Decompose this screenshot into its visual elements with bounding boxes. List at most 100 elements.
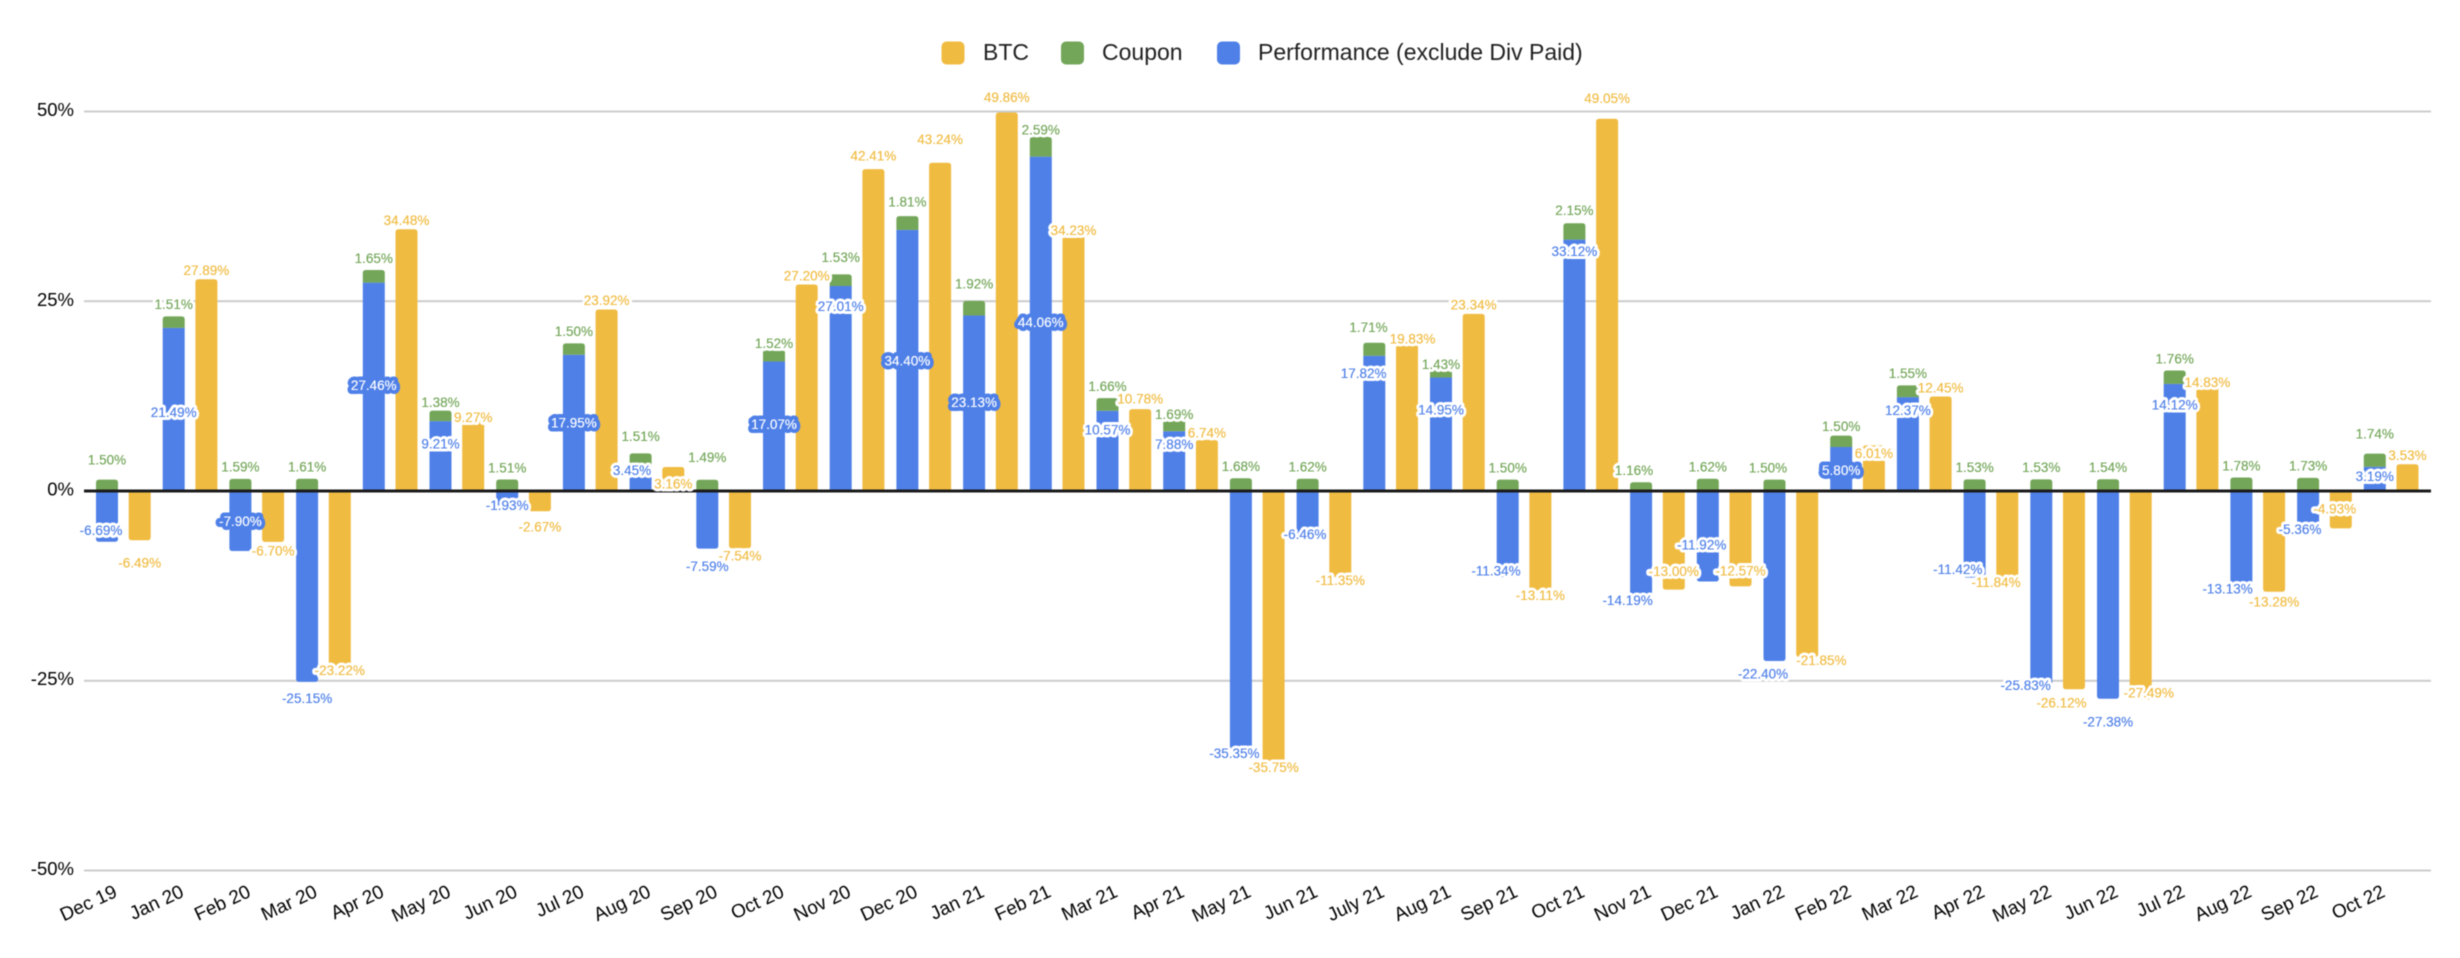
svg-text:43.24%: 43.24% [917,132,963,147]
svg-text:1.50%: 1.50% [555,324,593,339]
svg-text:Coupon: Coupon [1102,39,1183,65]
svg-text:1.71%: 1.71% [1349,320,1387,335]
svg-text:17.95%: 17.95% [551,416,597,431]
svg-text:BTC: BTC [983,39,1029,65]
svg-text:1.38%: 1.38% [421,395,459,410]
svg-text:1.62%: 1.62% [1288,460,1326,475]
svg-text:1.50%: 1.50% [555,324,593,339]
svg-text:1.76%: 1.76% [2156,351,2194,366]
svg-text:3.19%: 3.19% [2356,469,2394,484]
svg-text:27.89%: 27.89% [184,263,230,278]
svg-text:-7.54%: -7.54% [719,548,762,563]
svg-text:1.81%: 1.81% [888,194,926,209]
svg-text:1.53%: 1.53% [2022,460,2060,475]
svg-text:21.49%: 21.49% [151,405,197,420]
svg-text:6.01%: 6.01% [1855,446,1893,461]
svg-text:1.43%: 1.43% [1422,357,1460,372]
svg-text:-25.83%: -25.83% [2000,678,2050,693]
svg-text:1.69%: 1.69% [1155,407,1193,422]
svg-text:1.62%: 1.62% [1288,460,1326,475]
svg-text:23.13%: 23.13% [951,395,997,410]
svg-text:-26.12%: -26.12% [2036,696,2086,711]
svg-text:1.76%: 1.76% [2156,351,2194,366]
svg-text:-25.15%: -25.15% [282,691,332,706]
svg-text:49.05%: 49.05% [1584,91,1630,106]
svg-text:1.61%: 1.61% [288,460,326,475]
svg-text:-6.46%: -6.46% [1284,527,1327,542]
svg-text:1.50%: 1.50% [88,452,126,467]
svg-text:-11.84%: -11.84% [1971,575,2020,590]
svg-text:23.34%: 23.34% [1451,298,1497,313]
svg-text:17.82%: 17.82% [1341,366,1387,381]
svg-text:-27.38%: -27.38% [2083,715,2133,730]
svg-text:9.21%: 9.21% [421,436,459,451]
svg-text:-22.40%: -22.40% [1738,666,1788,681]
svg-text:5.80%: 5.80% [1822,463,1860,478]
svg-text:44.06%: 44.06% [1018,315,1064,330]
svg-text:-11.42%: -11.42% [1933,562,1982,577]
svg-text:3.53%: 3.53% [2388,448,2426,463]
svg-text:-4.93%: -4.93% [2313,502,2356,517]
svg-text:6.74%: 6.74% [1188,425,1226,440]
svg-text:1.53%: 1.53% [2022,460,2060,475]
svg-text:1.43%: 1.43% [1422,357,1460,372]
svg-text:-27.38%: -27.38% [2083,715,2133,730]
svg-text:-2.67%: -2.67% [519,520,562,535]
svg-text:-13.11%: -13.11% [1516,588,1565,603]
svg-text:-4.93%: -4.93% [2313,502,2356,517]
svg-text:-6.69%: -6.69% [80,523,123,538]
svg-text:3.19%: 3.19% [2356,469,2394,484]
svg-text:1.51%: 1.51% [621,429,659,444]
svg-text:1.51%: 1.51% [621,429,659,444]
svg-text:1.54%: 1.54% [2089,460,2127,475]
svg-text:0%: 0% [47,479,74,500]
svg-text:1.68%: 1.68% [1222,459,1260,474]
svg-text:-13.00%: -13.00% [1649,564,1699,579]
svg-text:1.71%: 1.71% [1349,320,1387,335]
svg-text:-11.84%: -11.84% [1971,575,2020,590]
svg-text:1.74%: 1.74% [2356,427,2394,442]
svg-text:1.51%: 1.51% [488,460,526,475]
svg-text:1.55%: 1.55% [1889,366,1927,381]
svg-text:12.37%: 12.37% [1885,403,1931,418]
svg-text:33.12%: 33.12% [1552,244,1598,259]
svg-text:1.66%: 1.66% [1088,379,1126,394]
svg-text:9.21%: 9.21% [421,436,459,451]
svg-text:14.12%: 14.12% [2152,398,2198,413]
svg-text:1.38%: 1.38% [421,395,459,410]
svg-text:10.78%: 10.78% [1117,391,1163,406]
svg-text:1.74%: 1.74% [2356,427,2394,442]
svg-text:1.53%: 1.53% [822,250,860,265]
svg-text:-21.85%: -21.85% [1796,653,1846,668]
svg-text:-1.93%: -1.93% [486,498,529,513]
svg-text:23.34%: 23.34% [1451,298,1497,313]
svg-text:19.83%: 19.83% [1390,331,1436,346]
svg-text:1.54%: 1.54% [2089,460,2127,475]
svg-text:3.45%: 3.45% [613,463,651,478]
svg-text:-27.49%: -27.49% [2124,685,2174,700]
svg-text:-13.00%: -13.00% [1649,564,1699,579]
svg-text:-22.40%: -22.40% [1738,666,1788,681]
svg-text:-23.22%: -23.22% [315,663,365,678]
svg-text:2.15%: 2.15% [1555,203,1593,218]
svg-text:1.61%: 1.61% [288,460,326,475]
svg-text:14.95%: 14.95% [1418,403,1464,418]
svg-text:-7.54%: -7.54% [719,548,762,563]
svg-text:-13.11%: -13.11% [1516,588,1565,603]
svg-text:1.51%: 1.51% [155,297,193,312]
svg-text:27.20%: 27.20% [784,268,830,283]
svg-text:-23.22%: -23.22% [315,663,365,678]
svg-text:Performance (exclude Div Paid): Performance (exclude Div Paid) [1258,39,1583,65]
svg-text:-25%: -25% [31,668,74,689]
svg-text:25%: 25% [37,289,74,310]
svg-text:-13.13%: -13.13% [2202,581,2252,596]
svg-text:-26.12%: -26.12% [2036,696,2086,711]
svg-text:10.57%: 10.57% [1085,423,1131,438]
svg-text:-11.35%: -11.35% [1316,573,1365,588]
svg-text:1.59%: 1.59% [221,460,259,475]
svg-text:1.73%: 1.73% [2289,459,2327,474]
svg-text:1.52%: 1.52% [755,336,793,351]
svg-text:1.50%: 1.50% [1489,460,1527,475]
svg-text:27.20%: 27.20% [784,268,830,283]
svg-text:1.62%: 1.62% [1689,460,1727,475]
